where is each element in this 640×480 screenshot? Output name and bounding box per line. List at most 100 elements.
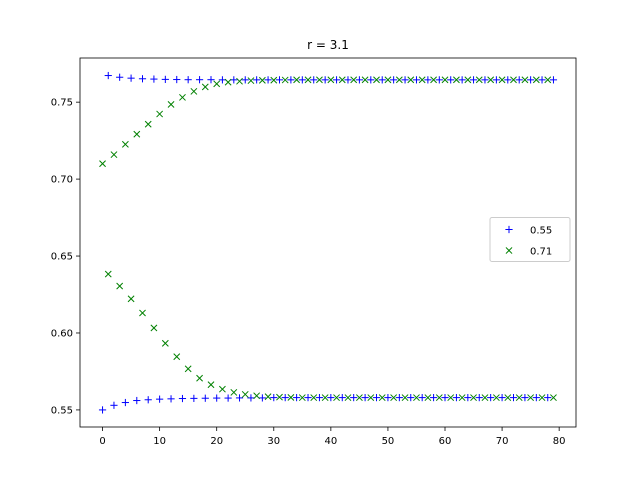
plus-marker — [156, 395, 164, 403]
plus-marker — [98, 406, 107, 414]
plus-marker — [207, 76, 215, 84]
x-marker — [201, 83, 209, 91]
x-marker — [395, 76, 403, 84]
plus-marker — [441, 394, 449, 402]
plus-marker — [544, 394, 552, 402]
axes-frame — [79, 57, 577, 428]
x-marker — [150, 324, 158, 332]
x-tick-label: 20 — [210, 436, 223, 447]
x-marker — [179, 93, 186, 101]
x-marker — [407, 76, 415, 84]
plus-marker — [298, 76, 306, 84]
x-marker — [321, 394, 329, 402]
x-tick-label: 80 — [553, 436, 566, 447]
legend-label: 0.55 — [530, 226, 552, 237]
plus-marker — [355, 76, 363, 84]
plus-marker — [361, 394, 369, 402]
plus-marker — [338, 394, 346, 402]
x-marker — [401, 394, 409, 402]
legend-marker-x — [505, 247, 513, 254]
x-marker — [344, 394, 352, 402]
x-marker — [293, 76, 301, 84]
plus-marker — [161, 75, 169, 83]
x-marker — [367, 394, 375, 402]
plus-marker — [201, 394, 209, 402]
plus-marker — [258, 394, 266, 402]
plus-marker — [195, 76, 204, 84]
plus-marker — [372, 394, 381, 402]
plus-marker — [190, 394, 198, 402]
x-marker — [276, 393, 283, 401]
x-marker — [413, 394, 420, 402]
y-tick-label: 0.70 — [51, 175, 73, 186]
x-marker — [213, 80, 221, 88]
x-marker — [304, 76, 312, 84]
plus-marker — [110, 401, 118, 409]
plus-marker — [435, 76, 443, 84]
x-marker — [550, 394, 557, 402]
x-marker — [139, 309, 146, 317]
plus-marker — [104, 71, 112, 80]
plus-marker — [218, 76, 227, 84]
x-marker — [156, 110, 164, 118]
y-tick-label: 0.75 — [51, 98, 73, 109]
x-marker — [247, 77, 255, 85]
plus-marker — [253, 76, 261, 84]
x-marker — [350, 76, 358, 84]
x-marker — [373, 76, 380, 84]
plus-marker — [509, 394, 518, 402]
plus-marker — [487, 394, 495, 402]
x-marker — [104, 270, 112, 278]
plus-marker — [521, 394, 529, 402]
x-marker — [447, 394, 455, 402]
plus-marker — [327, 394, 335, 402]
x-marker — [361, 76, 369, 84]
plus-marker — [390, 76, 398, 84]
plus-marker — [121, 398, 129, 407]
y-tick-label: 0.55 — [51, 405, 73, 416]
plus-marker — [127, 74, 135, 82]
plus-marker — [367, 76, 375, 84]
plus-marker — [310, 76, 318, 84]
x-marker — [116, 282, 124, 290]
plus-marker — [481, 76, 489, 84]
legend: 0.55 0.71 — [489, 217, 571, 262]
x-marker — [264, 393, 272, 401]
x-marker — [384, 76, 392, 84]
x-marker — [196, 374, 203, 382]
x-marker — [498, 76, 506, 84]
x-marker — [281, 76, 289, 84]
plus-marker — [549, 76, 558, 84]
x-marker — [236, 77, 243, 85]
x-marker — [133, 130, 141, 138]
x-marker — [270, 76, 278, 84]
plus-marker — [213, 394, 221, 402]
x-marker — [470, 394, 477, 402]
plus-marker — [401, 76, 409, 84]
x-marker — [99, 160, 106, 168]
plus-marker — [321, 76, 329, 84]
plus-marker — [173, 75, 181, 84]
plus-marker — [475, 394, 483, 402]
x-marker — [338, 76, 346, 84]
x-marker — [487, 76, 495, 84]
plus-marker — [458, 76, 466, 84]
legend-box — [489, 217, 571, 262]
x-marker — [333, 394, 340, 402]
plus-marker — [464, 394, 472, 402]
y-tick-label: 0.60 — [51, 328, 73, 339]
x-tick-label: 50 — [382, 436, 395, 447]
x-marker — [527, 394, 535, 402]
plus-marker — [424, 76, 432, 84]
plus-marker — [429, 394, 438, 402]
x-marker — [241, 390, 249, 398]
x-marker — [230, 388, 238, 396]
x-marker — [418, 76, 426, 84]
x-marker — [532, 76, 540, 84]
x-marker — [475, 76, 483, 84]
x-marker — [167, 101, 175, 108]
plus-marker — [452, 394, 461, 402]
plus-marker — [281, 394, 289, 402]
plus-marker — [116, 73, 124, 81]
x-marker — [544, 76, 552, 84]
